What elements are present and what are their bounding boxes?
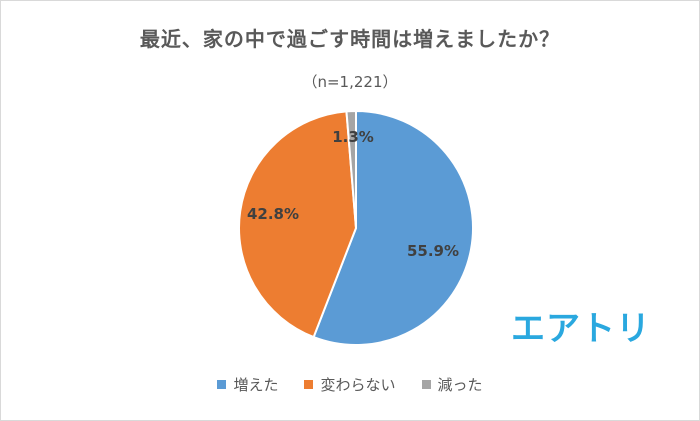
legend-label-decreased: 減った <box>437 376 483 394</box>
chart-subtitle: （n=1,221） <box>302 73 398 91</box>
pie-slice-decreased <box>345 109 357 229</box>
chart-title: 最近、家の中で過ごす時間は増えましたか？ <box>139 27 561 51</box>
slice-label-decreased: 1.3% <box>332 128 374 146</box>
airtrip-logo: エアトリ <box>511 309 651 349</box>
legend-swatch-unchanged <box>304 380 314 389</box>
legend-label-unchanged: 変わらない <box>320 376 396 394</box>
pie-slice-unchanged <box>238 110 358 339</box>
legend-swatch-increased <box>217 380 227 389</box>
legend-item-increased: 増えた <box>217 374 278 395</box>
slice-label-increased: 55.9% <box>407 242 459 260</box>
chart-legend: 増えた 変わらない 減った <box>1 374 699 395</box>
pie-slice-increased <box>312 109 474 346</box>
legend-item-unchanged: 変わらない <box>304 374 396 395</box>
slice-label-unchanged: 42.8% <box>247 205 299 223</box>
legend-label-increased: 増えた <box>233 376 279 394</box>
legend-swatch-decreased <box>421 380 431 389</box>
legend-item-decreased: 減った <box>421 374 483 395</box>
